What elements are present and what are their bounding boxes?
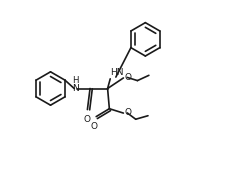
Text: HN: HN: [111, 68, 124, 77]
Text: O: O: [83, 115, 90, 124]
Text: O: O: [91, 122, 98, 130]
Text: O: O: [124, 73, 131, 82]
Text: H: H: [72, 76, 78, 85]
Text: N: N: [72, 84, 79, 93]
Text: O: O: [124, 108, 131, 117]
